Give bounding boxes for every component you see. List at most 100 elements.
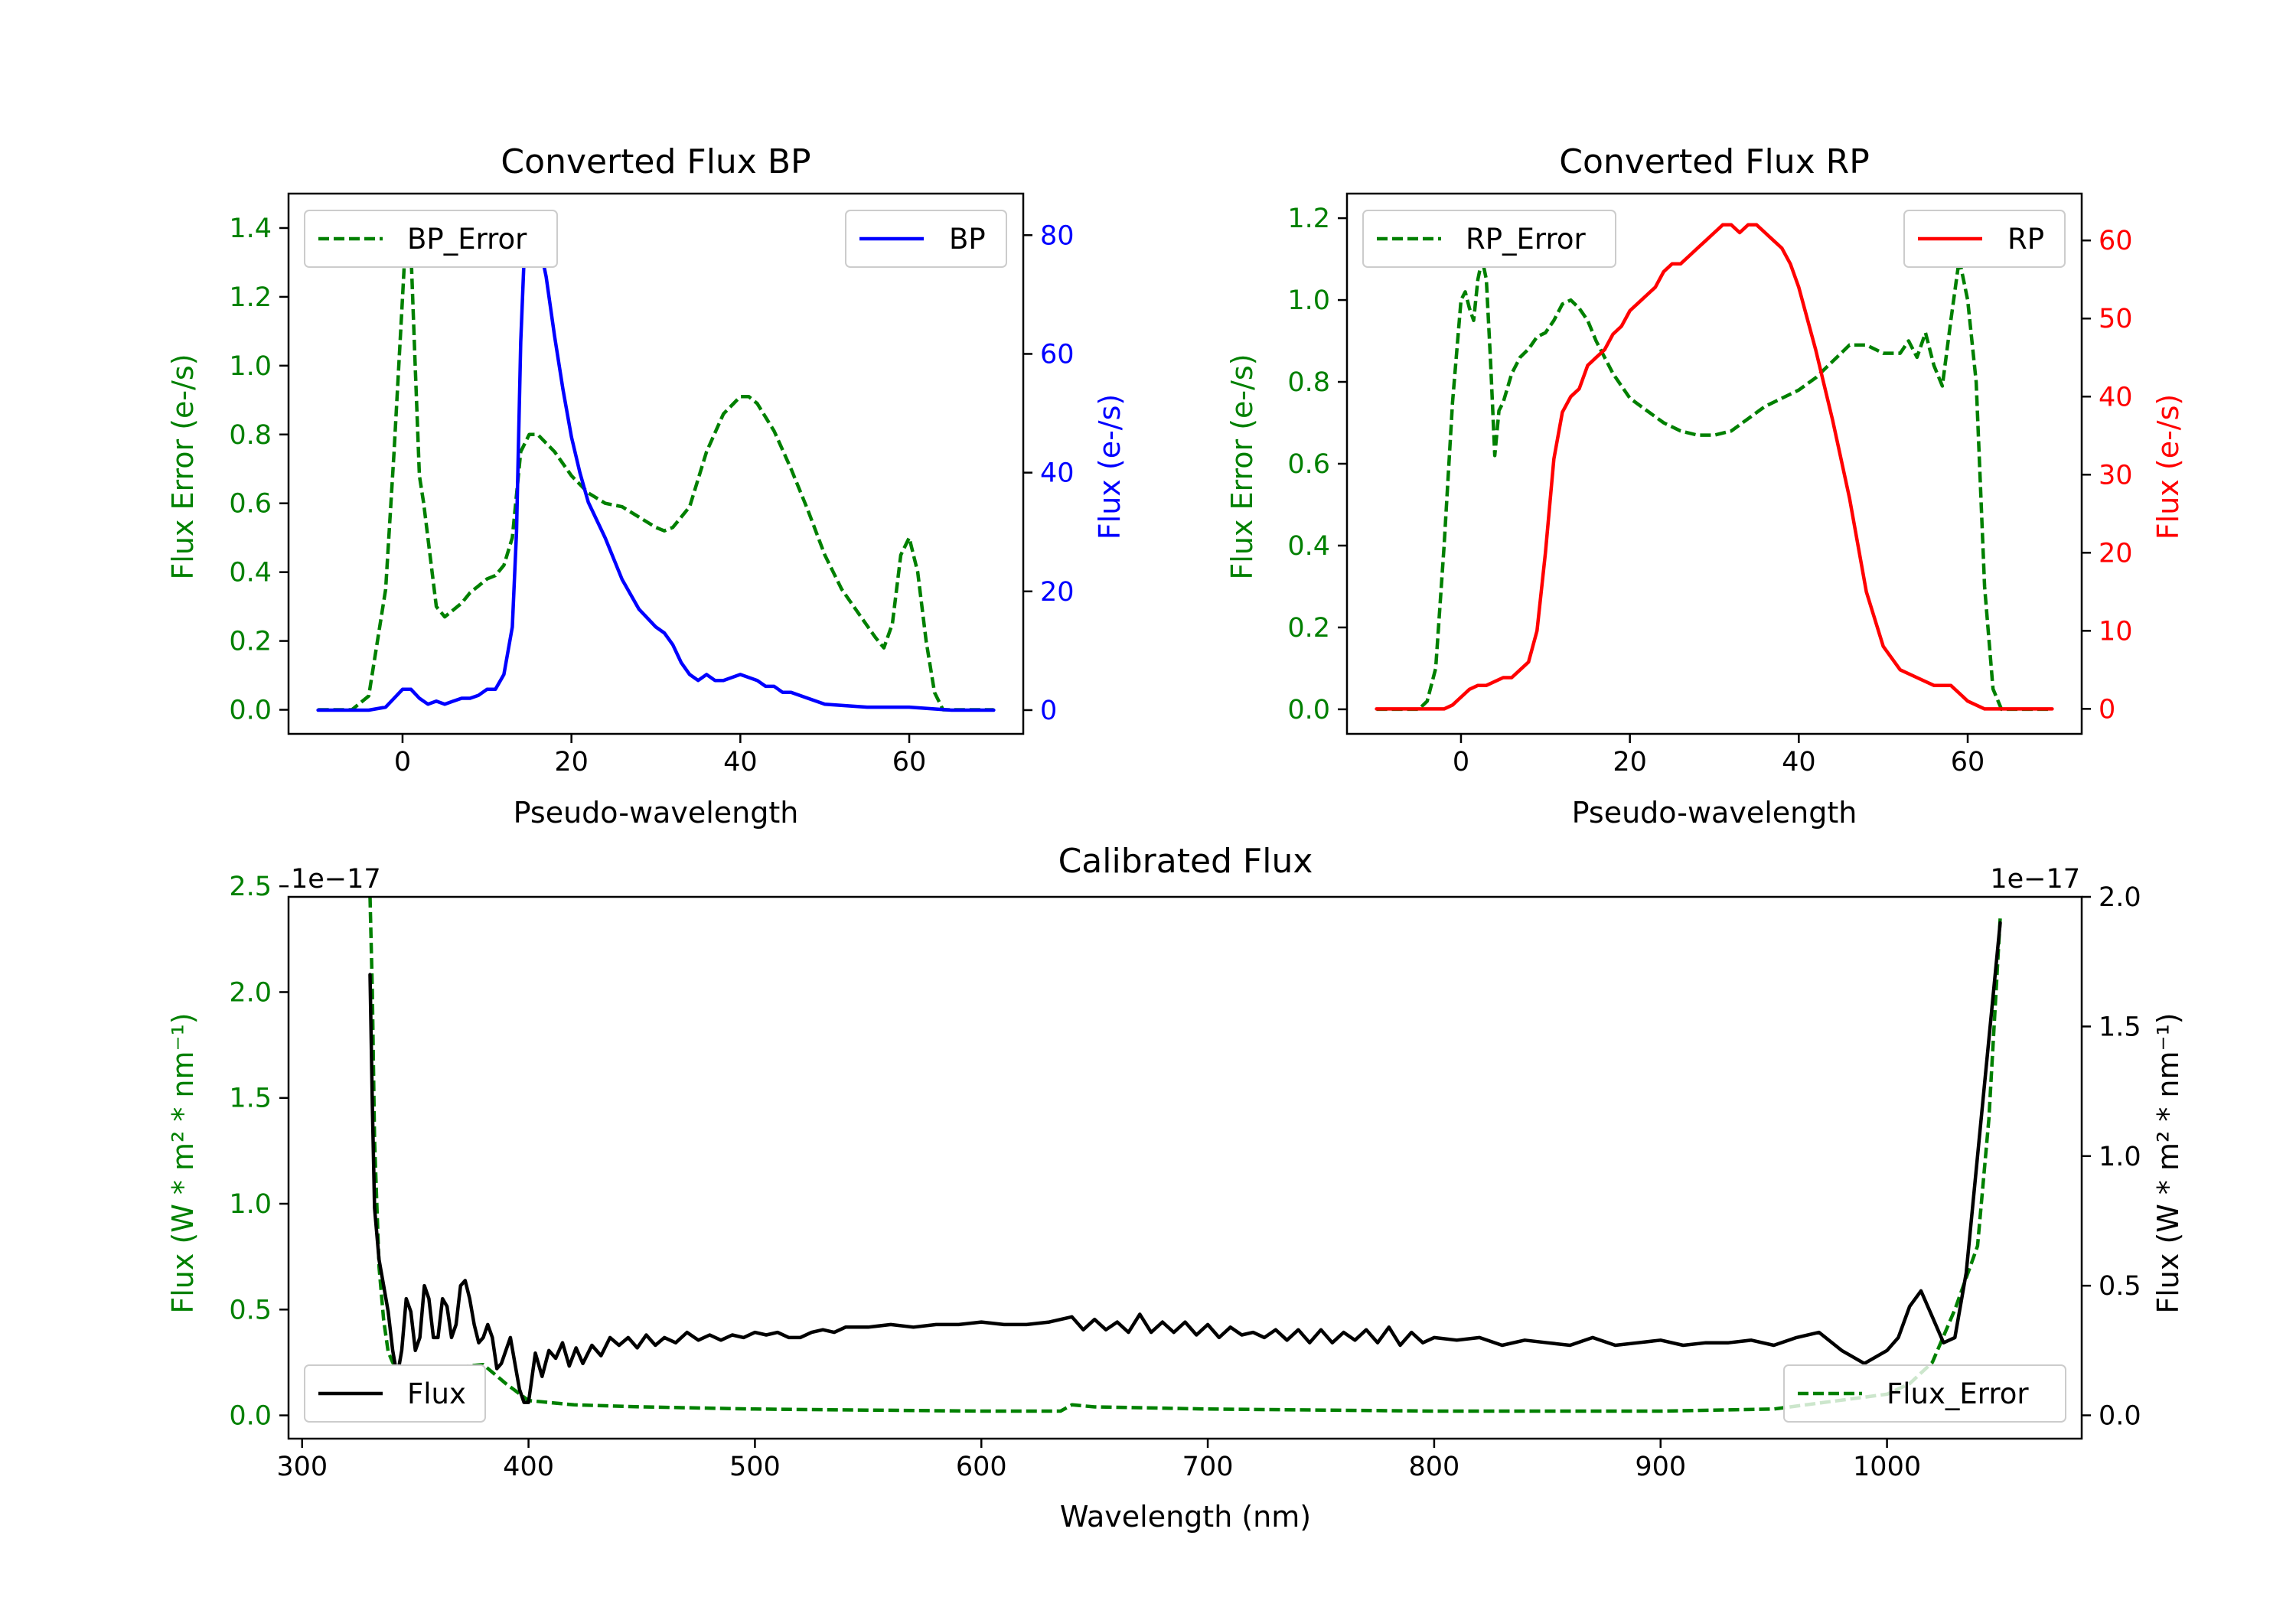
bp-left-tick-label: 0.4 <box>229 558 272 588</box>
bp-x-tick-label: 40 <box>723 747 758 777</box>
rp-x-axis-label: Pseudo-wavelength <box>1572 796 1857 830</box>
bp-right-axis-label: Flux (e-/s) <box>1093 394 1127 539</box>
bp-x-tick-label: 60 <box>892 747 927 777</box>
calibrated-left-tick-label: 2.5 <box>229 872 272 902</box>
bp-legend-error-label: BP_Error <box>407 223 527 256</box>
rp-right-tick-label: 30 <box>2099 460 2133 491</box>
rp-series-rp-error-line <box>1376 257 2053 712</box>
calibrated-x-tick-label: 800 <box>1409 1452 1460 1482</box>
calibrated-left-tick-label: 0.5 <box>229 1295 272 1325</box>
calibrated-left-offset-label: 1e−17 <box>291 864 381 895</box>
bp-x-tick-label: 20 <box>554 747 589 777</box>
rp-legend-error: RP_Error <box>1362 210 1616 268</box>
calibrated-x-tick-label: 1000 <box>1853 1452 1921 1482</box>
rp-chart: Converted Flux RP Pseudo-wavelength Flux… <box>1225 142 2185 830</box>
calibrated-left-axis-label: Flux (W * m² * nm⁻¹) <box>166 1012 200 1313</box>
calibrated-legend-error-label: Flux_Error <box>1887 1377 2029 1410</box>
bp-series-bp-line <box>316 210 996 712</box>
bp-right-tick-label: 60 <box>1040 339 1075 370</box>
calibrated-right-tick-label: 1.0 <box>2099 1142 2141 1172</box>
calibrated-chart: Calibrated Flux Wavelength (nm) Flux (W … <box>166 842 2185 1534</box>
calibrated-x-tick-label: 600 <box>956 1452 1007 1482</box>
rp-left-axis-label: Flux Error (e-/s) <box>1225 354 1259 579</box>
rp-plot-area: 0 20 40 60 0.0 0.2 0.4 0.6 0.8 1.0 1.2 0 10 20 30 40 50 6… <box>1287 204 2132 777</box>
calibrated-legend-flux-label: Flux <box>407 1377 466 1410</box>
bp-right-tick-label: 80 <box>1040 220 1075 251</box>
bp-x-tick-label: 0 <box>394 747 411 777</box>
bp-legend-flux-box <box>845 210 1007 268</box>
bp-chart: Converted Flux BP Pseudo-wavelength Flux… <box>166 142 1127 830</box>
bp-axes-frame <box>287 192 1025 735</box>
rp-left-tick-label: 0.8 <box>1287 367 1330 398</box>
calibrated-right-axis-label: Flux (W * m² * nm⁻¹) <box>2151 1012 2185 1313</box>
calibrated-series-flux-line <box>368 921 2002 1404</box>
bp-right-tick-label: 40 <box>1040 458 1075 489</box>
rp-left-tick-label: 0.0 <box>1287 695 1330 725</box>
calibrated-x-tick-label: 700 <box>1182 1452 1234 1482</box>
calibrated-right-tick-label: 2.0 <box>2099 882 2141 913</box>
bp-left-tick-label: 0.0 <box>229 696 272 726</box>
bp-legend-error-box <box>304 210 558 268</box>
calibrated-left-tick-label: 1.0 <box>229 1189 272 1220</box>
rp-right-tick-label: 20 <box>2099 538 2133 569</box>
rp-chart-title: Converted Flux RP <box>1559 142 1870 181</box>
calibrated-left-tick-label: 2.0 <box>229 977 272 1008</box>
rp-left-tick-label: 0.4 <box>1287 531 1330 562</box>
rp-right-tick-label: 0 <box>2099 694 2115 725</box>
calibrated-right-tick-label: 0.5 <box>2099 1271 2141 1302</box>
bp-chart-title: Converted Flux BP <box>501 142 810 181</box>
calibrated-x-tick-label: 400 <box>503 1452 554 1482</box>
bp-left-tick-label: 1.0 <box>229 351 272 382</box>
rp-x-tick-label: 20 <box>1613 747 1647 777</box>
rp-left-tick-label: 1.2 <box>1287 204 1330 234</box>
bp-left-tick-label: 1.4 <box>229 214 272 244</box>
calibrated-legend-error: Flux_Error <box>1783 1364 2066 1423</box>
calibrated-legend-error-box <box>1783 1364 2066 1423</box>
rp-legend-flux-box <box>1903 210 2066 268</box>
calibrated-legend-flux: Flux <box>304 1364 486 1423</box>
rp-axes-frame <box>1345 192 2083 735</box>
calibrated-x-tick-label: 500 <box>729 1452 781 1482</box>
bp-right-tick-label: 20 <box>1040 577 1075 608</box>
bp-left-tick-label: 0.2 <box>229 627 272 657</box>
rp-legend-error-box <box>1362 210 1616 268</box>
bp-legend-flux: BP <box>845 210 1007 268</box>
calibrated-left-tick-label: 1.5 <box>229 1084 272 1114</box>
rp-legend-flux: RP <box>1903 210 2066 268</box>
rp-right-tick-label: 60 <box>2099 226 2133 256</box>
rp-right-tick-label: 40 <box>2099 382 2133 412</box>
rp-left-tick-label: 0.2 <box>1287 613 1330 644</box>
calibrated-right-offset-label: 1e−17 <box>1990 864 2080 895</box>
bp-left-tick-label: 1.2 <box>229 282 272 313</box>
calibrated-right-tick-label: 0.0 <box>2099 1401 2141 1432</box>
rp-left-tick-label: 1.0 <box>1287 285 1330 316</box>
bp-x-axis-label: Pseudo-wavelength <box>514 796 799 830</box>
bp-right-tick-label: 0 <box>1040 696 1057 726</box>
bp-left-tick-label: 0.8 <box>229 420 272 451</box>
bp-legend-flux-label: BP <box>949 223 986 256</box>
calibrated-x-tick-label: 300 <box>276 1452 328 1482</box>
rp-right-tick-label: 10 <box>2099 616 2133 647</box>
rp-right-tick-label: 50 <box>2099 304 2133 334</box>
calibrated-left-tick-label: 0.0 <box>229 1401 272 1432</box>
bp-series-bp-error-line <box>318 216 994 712</box>
calibrated-x-axis-label: Wavelength (nm) <box>1060 1500 1311 1534</box>
bp-left-tick-label: 0.6 <box>229 489 272 520</box>
rp-x-tick-label: 0 <box>1453 747 1469 777</box>
rp-x-tick-label: 60 <box>1951 747 1985 777</box>
calibrated-axes-frame <box>287 895 2083 1440</box>
rp-series-rp-line <box>1375 223 2054 711</box>
bp-legend-error: BP_Error <box>304 210 558 268</box>
calibrated-x-tick-label: 900 <box>1635 1452 1686 1482</box>
calibrated-right-tick-label: 1.5 <box>2099 1012 2141 1042</box>
rp-legend-flux-label: RP <box>2007 223 2044 256</box>
bp-plot-area: 0 20 40 60 0.0 0.2 0.4 0.6 0.8 1.0 1.2 1.4 0 20 40 60 80 <box>229 210 1075 777</box>
rp-legend-error-label: RP_Error <box>1466 223 1586 256</box>
rp-right-axis-label: Flux (e-/s) <box>2151 394 2185 539</box>
calibrated-legend-flux-box <box>304 1364 486 1423</box>
calibrated-chart-title: Calibrated Flux <box>1058 842 1313 881</box>
bp-left-axis-label: Flux Error (e-/s) <box>166 354 200 579</box>
rp-x-tick-label: 40 <box>1782 747 1816 777</box>
rp-left-tick-label: 0.6 <box>1287 449 1330 480</box>
